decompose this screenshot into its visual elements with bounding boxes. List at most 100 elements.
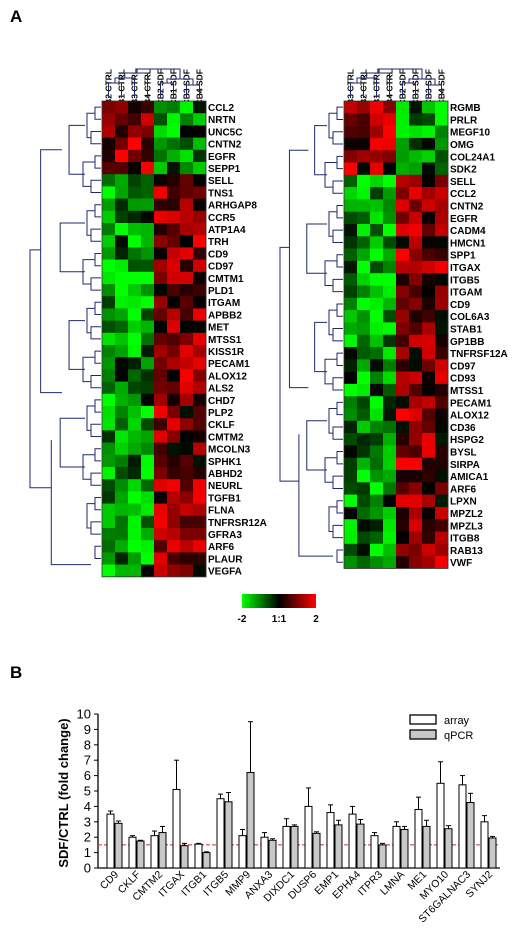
left-heatmap-cell (128, 174, 142, 187)
left-heatmap-cell (115, 296, 129, 309)
right-heatmap-cell (383, 310, 397, 323)
left-heatmap-cell (141, 491, 155, 504)
left-heatmap-column-dendrogram (108, 68, 200, 98)
left-heatmap-cell (193, 393, 207, 407)
left-heatmap-cell (115, 345, 129, 358)
left-heatmap-cell (180, 308, 194, 321)
left-heatmap-cell (154, 284, 168, 297)
y-tick-label: 1 (84, 845, 91, 860)
right-heatmap-cell (422, 101, 436, 114)
right-heatmap-cell (357, 506, 371, 520)
left-heatmap-cell (193, 113, 207, 126)
left-heatmap-cell (193, 467, 207, 480)
right-heatmap-cell (396, 211, 410, 225)
right-heatmap-cell (383, 543, 397, 557)
left-heatmap-cell (102, 235, 116, 248)
left-heatmap-cell (115, 223, 129, 236)
left-heatmap-cell (154, 369, 168, 382)
right-heatmap-cell (435, 310, 449, 323)
right-heatmap-cell (383, 101, 397, 114)
right-heatmap-cell (383, 199, 397, 212)
left-heatmap-gene-label: ABHD2 (208, 469, 243, 480)
left-heatmap-gene-label: SELL (208, 176, 234, 187)
right-heatmap-cell (422, 556, 436, 569)
right-heatmap-cell (344, 236, 358, 249)
right-heatmap-cell (409, 285, 423, 299)
left-heatmap-gene-label: ALS2 (208, 384, 234, 395)
left-heatmap-cell (128, 271, 142, 285)
right-heatmap-cell (409, 162, 423, 176)
right-heatmap-cell (344, 371, 358, 385)
right-heatmap-gene-label: GP1BB (450, 337, 484, 348)
right-heatmap-gene-label: SELL (450, 177, 476, 188)
left-heatmap-cell (141, 418, 155, 431)
left-heatmap-cell (128, 369, 142, 382)
left-heatmap-cell (180, 223, 194, 236)
right-heatmap-cell (435, 150, 449, 163)
left-heatmap-cell (180, 418, 194, 431)
left-heatmap-cell (167, 564, 181, 578)
right-heatmap-cell (357, 285, 371, 299)
right-heatmap-cell (396, 433, 410, 446)
bar-array (282, 825, 291, 869)
right-heatmap-cell (422, 543, 436, 557)
left-heatmap-cell (167, 308, 181, 321)
colorbar-min-label: -2 (238, 614, 247, 625)
right-heatmap-cell (344, 162, 358, 176)
left-heatmap-gene-label: KISS1R (208, 347, 245, 358)
right-heatmap-gene-label: CADM4 (450, 226, 486, 237)
left-heatmap-cell (115, 540, 129, 553)
left-heatmap-cell (128, 137, 142, 151)
left-heatmap-cell (102, 442, 116, 456)
left-heatmap-cell (193, 259, 207, 273)
left-heatmap-cell (180, 540, 194, 553)
left-heatmap-cell (167, 296, 181, 309)
left-heatmap-cell (102, 125, 116, 138)
right-heatmap-cell (409, 531, 423, 545)
right-heatmap-cell (396, 236, 410, 249)
right-heatmap-cell (422, 162, 436, 176)
right-heatmap-cell (383, 371, 397, 385)
right-heatmap-gene-label: COL24A1 (450, 152, 495, 163)
right-heatmap-cell (396, 408, 410, 422)
left-heatmap-gene-label: TGFB1 (208, 493, 241, 504)
bar-qPCR (158, 832, 167, 869)
right-heatmap-cell (357, 125, 371, 139)
left-heatmap-cell (180, 198, 194, 212)
left-heatmap-cell (180, 515, 194, 529)
left-heatmap-cell (141, 406, 155, 419)
right-heatmap-cell (396, 531, 410, 545)
right-heatmap-cell (383, 457, 397, 471)
left-heatmap-gene-label: VEGFA (208, 567, 242, 578)
right-heatmap-cell (435, 101, 449, 114)
left-heatmap-cell (193, 418, 207, 431)
left-heatmap-cell (154, 259, 168, 273)
left-heatmap-cell (115, 479, 129, 492)
right-heatmap-cell (357, 236, 371, 249)
right-heatmap-cell (396, 519, 410, 532)
left-heatmap-cell (115, 430, 129, 443)
right-heatmap-gene-label: ALOX12 (450, 411, 489, 422)
left-heatmap-gene-label: MET (208, 323, 229, 334)
left-heatmap-cell (193, 174, 207, 187)
left-heatmap-cell (167, 540, 181, 553)
left-heatmap-cell (154, 345, 168, 358)
right-heatmap-row-dendrogram (279, 106, 343, 563)
left-heatmap-cell (154, 125, 168, 138)
right-heatmap-cell (357, 383, 371, 397)
left-heatmap-cell (128, 162, 142, 175)
right-heatmap-cell (357, 322, 371, 335)
right-heatmap-cell (422, 187, 436, 200)
left-heatmap-cell (102, 101, 116, 114)
right-heatmap-cell (344, 248, 358, 262)
right-heatmap-cell (435, 285, 449, 299)
left-heatmap-gene-label: MTSS1 (208, 335, 242, 346)
right-heatmap-cell (396, 543, 410, 557)
right-heatmap-cell (435, 273, 449, 286)
left-heatmap-cell (193, 369, 207, 382)
left-heatmap-cell (180, 101, 194, 114)
right-heatmap-cell (396, 371, 410, 385)
right-heatmap-cell (396, 162, 410, 176)
right-heatmap-cell (396, 224, 410, 237)
left-heatmap-cell (154, 174, 168, 187)
